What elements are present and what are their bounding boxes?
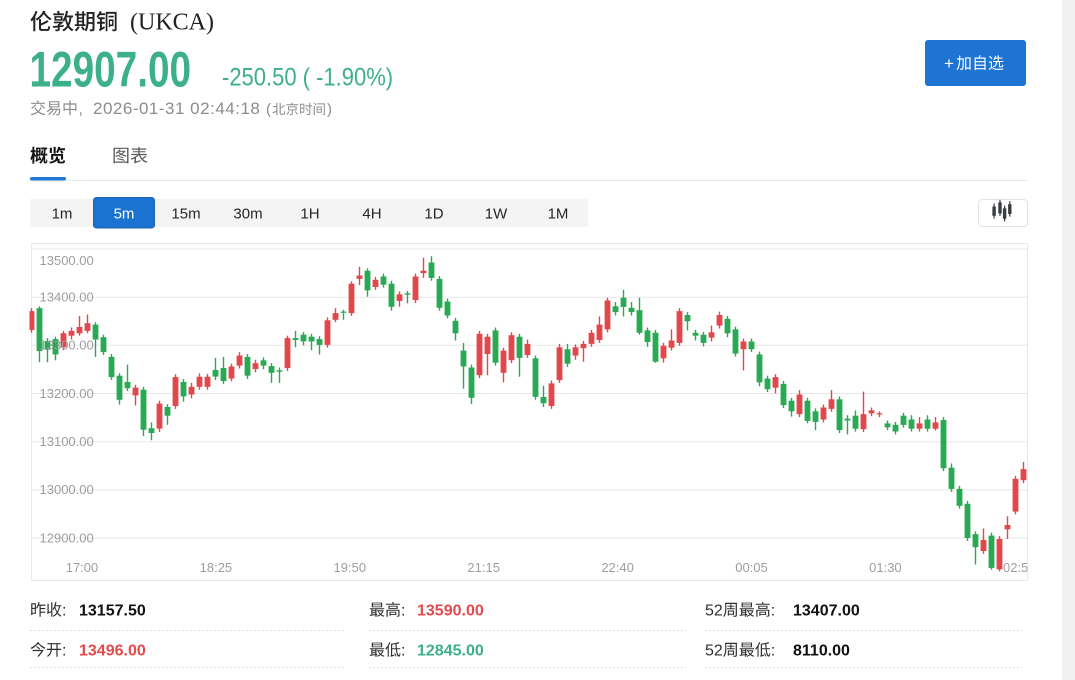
svg-text:00:05: 00:05	[735, 560, 768, 575]
svg-text:4H: 4H	[362, 206, 381, 223]
svg-text:15m: 15m	[171, 206, 200, 223]
svg-text:13496.00: 13496.00	[79, 643, 146, 660]
svg-text:1H: 1H	[300, 206, 319, 223]
svg-text:02:55: 02:55	[1003, 560, 1036, 575]
svg-text::: :	[62, 643, 66, 660]
svg-text:): )	[327, 101, 332, 118]
svg-text::: :	[401, 643, 405, 660]
svg-text:13000.00: 13000.00	[40, 482, 94, 497]
svg-text:8110.00: 8110.00	[793, 643, 850, 660]
svg-text:13300.00: 13300.00	[40, 338, 94, 353]
svg-text::: :	[62, 603, 66, 620]
svg-text:1W: 1W	[485, 206, 508, 223]
svg-text:1D: 1D	[424, 206, 443, 223]
svg-text:,: ,	[79, 101, 83, 118]
svg-text:30m: 30m	[233, 206, 262, 223]
svg-text::: :	[401, 603, 405, 620]
svg-text:1m: 1m	[52, 206, 73, 223]
svg-text:01:30: 01:30	[869, 560, 902, 575]
svg-text:(: (	[266, 101, 271, 118]
svg-text:52: 52	[705, 643, 723, 660]
svg-text::: :	[771, 643, 775, 660]
svg-text:12900.00: 12900.00	[40, 530, 94, 545]
svg-text:18:25: 18:25	[200, 560, 233, 575]
svg-text:19:50: 19:50	[334, 560, 367, 575]
svg-text:+: +	[944, 54, 954, 73]
svg-text:12907.00: 12907.00	[30, 43, 192, 98]
svg-text:-250.50 ( -1.90%): -250.50 ( -1.90%)	[222, 63, 393, 91]
svg-text:1M: 1M	[548, 206, 569, 223]
svg-text:52: 52	[705, 603, 723, 620]
svg-text:12845.00: 12845.00	[417, 643, 484, 660]
svg-text:13157.50: 13157.50	[79, 603, 146, 620]
svg-text:13400.00: 13400.00	[40, 290, 94, 305]
svg-text:17:00: 17:00	[66, 560, 99, 575]
svg-text::: :	[771, 603, 775, 620]
svg-text:13500.00: 13500.00	[40, 253, 94, 268]
svg-text:13100.00: 13100.00	[40, 434, 94, 449]
svg-text:5m: 5m	[114, 206, 135, 223]
svg-text:(UKCA): (UKCA)	[130, 10, 214, 36]
svg-text:13200.00: 13200.00	[40, 386, 94, 401]
svg-text:22:40: 22:40	[601, 560, 634, 575]
svg-text:13407.00: 13407.00	[793, 603, 860, 620]
svg-text:13590.00: 13590.00	[417, 603, 484, 620]
svg-text:2026-01-31 02:44:18: 2026-01-31 02:44:18	[93, 99, 260, 118]
svg-text:21:15: 21:15	[467, 560, 500, 575]
